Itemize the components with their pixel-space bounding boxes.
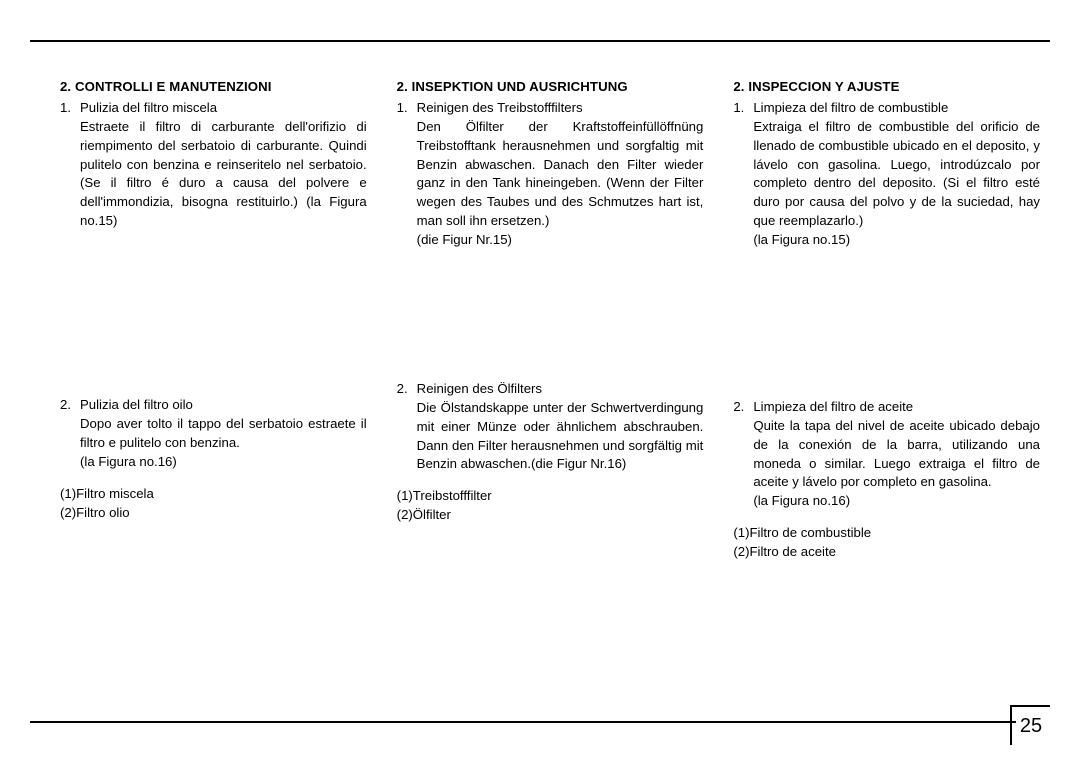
bottom-rule	[30, 721, 1016, 723]
manual-page: 2. CONTROLLI E MANUTENZIONI 1. Pulizia d…	[0, 0, 1080, 759]
paren-list: (1)Filtro de combustible (2)Filtro de ac…	[733, 523, 1040, 561]
list-item: 1. Limpieza del filtro de combustible Ex…	[733, 99, 1040, 250]
item-text: Reinigen des Treibstofffilters Den Ölfil…	[417, 99, 704, 250]
item-fig: (la Figura no.16)	[80, 454, 177, 469]
page-number: 25	[1020, 715, 1042, 738]
heading-num: 2.	[60, 79, 71, 94]
item-lead: Limpieza del filtro de aceite	[753, 399, 913, 414]
list-item: 2. Pulizia del filtro oilo Dopo aver tol…	[60, 396, 367, 472]
item-lead: Limpieza del filtro de combustible	[753, 100, 948, 115]
top-rule	[30, 40, 1050, 42]
item-number: 1.	[733, 99, 753, 250]
item-fig: (la Figura no.15)	[753, 232, 850, 247]
column-german: 2. INSEPKTION UND AUSRICHTUNG 1. Reinige…	[397, 78, 704, 561]
item-lead: Pulizia del filtro miscela	[80, 100, 217, 115]
paren-item: (1)Treibstofffilter	[397, 486, 704, 505]
item-body: Quite la tapa del nivel de aceite ubicad…	[753, 418, 1040, 490]
item-number: 2.	[397, 380, 417, 474]
list-item: 1. Pulizia del filtro miscela Estraete i…	[60, 99, 367, 231]
spacer	[733, 250, 1040, 398]
spacer	[397, 250, 704, 380]
paren-item: (1)Filtro de combustible	[733, 523, 1040, 542]
column-italian: 2. CONTROLLI E MANUTENZIONI 1. Pulizia d…	[60, 78, 367, 561]
item-body: Die Ölstandskappe unter der Schwertverdi…	[417, 400, 704, 472]
paren-item: (2)Filtro de aceite	[733, 542, 1040, 561]
item-number: 2.	[60, 396, 80, 472]
spacer	[60, 231, 367, 396]
item-number: 1.	[397, 99, 417, 250]
item-text: Reinigen des Ölfilters Die Ölstandskappe…	[417, 380, 704, 474]
item-fig: (die Figur Nr.15)	[417, 232, 512, 247]
item-text: Pulizia del filtro miscela Estraete il f…	[80, 99, 367, 231]
paren-item: (2)Filtro olio	[60, 503, 367, 522]
item-body: Dopo aver tolto il tappo del serbatoio e…	[80, 416, 367, 450]
column-spanish: 2. INSPECCION Y AJUSTE 1. Limpieza del f…	[733, 78, 1040, 561]
item-lead: Reinigen des Ölfilters	[417, 381, 542, 396]
item-number: 2.	[733, 398, 753, 511]
item-text: Limpieza del filtro de aceite Quite la t…	[753, 398, 1040, 511]
section-heading: 2. INSPECCION Y AJUSTE	[733, 78, 1040, 97]
item-lead: Reinigen des Treibstofffilters	[417, 100, 583, 115]
paren-list: (1)Filtro miscela (2)Filtro olio	[60, 484, 367, 522]
item-body: Extraiga el filtro de combustible del or…	[753, 119, 1040, 228]
heading-text: CONTROLLI E MANUTENZIONI	[75, 79, 272, 94]
section-heading: 2. CONTROLLI E MANUTENZIONI	[60, 78, 367, 97]
item-number: 1.	[60, 99, 80, 231]
paren-item: (1)Filtro miscela	[60, 484, 367, 503]
heading-text: INSPECCION Y AJUSTE	[748, 79, 899, 94]
item-body: Den Ölfilter der Kraftstoffeinfüllöffnün…	[417, 119, 704, 228]
heading-text: INSEPKTION UND AUSRICHTUNG	[412, 79, 628, 94]
list-item: 2. Reinigen des Ölfilters Die Ölstandska…	[397, 380, 704, 474]
columns-container: 2. CONTROLLI E MANUTENZIONI 1. Pulizia d…	[60, 78, 1040, 561]
item-text: Limpieza del filtro de combustible Extra…	[753, 99, 1040, 250]
paren-list: (1)Treibstofffilter (2)Ölfilter	[397, 486, 704, 524]
page-number-box: 25	[1010, 705, 1050, 745]
heading-num: 2.	[397, 79, 408, 94]
heading-num: 2.	[733, 79, 744, 94]
item-lead: Pulizia del filtro oilo	[80, 397, 193, 412]
section-heading: 2. INSEPKTION UND AUSRICHTUNG	[397, 78, 704, 97]
paren-item: (2)Ölfilter	[397, 505, 704, 524]
item-body: Estraete il filtro di carburante dell'or…	[80, 119, 367, 228]
item-text: Pulizia del filtro oilo Dopo aver tolto …	[80, 396, 367, 472]
list-item: 2. Limpieza del filtro de aceite Quite l…	[733, 398, 1040, 511]
item-fig: (la Figura no.16)	[753, 493, 850, 508]
list-item: 1. Reinigen des Treibstofffilters Den Öl…	[397, 99, 704, 250]
